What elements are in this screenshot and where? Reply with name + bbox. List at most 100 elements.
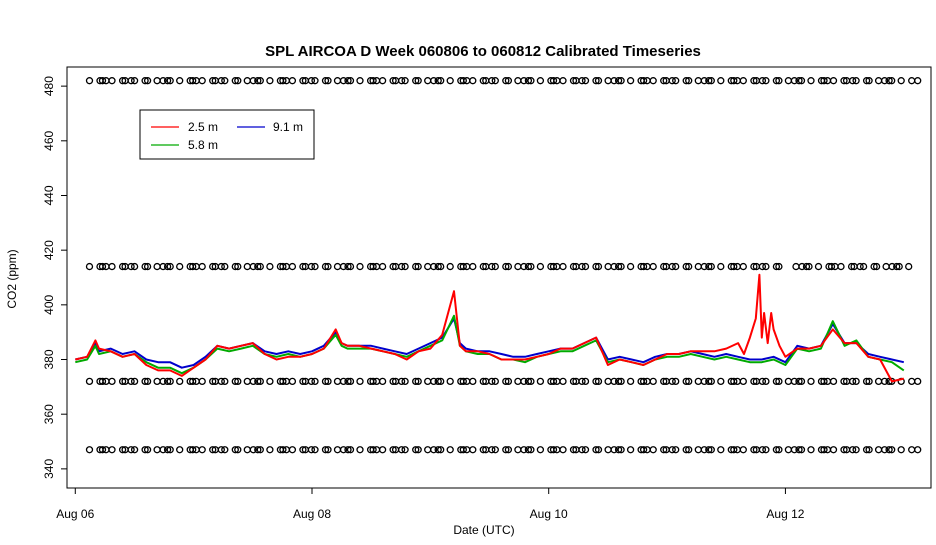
marker-circle — [617, 77, 625, 85]
marker-circle — [717, 446, 725, 454]
marker-circle — [536, 77, 545, 85]
marker-circle — [127, 262, 135, 271]
marker-circle — [614, 262, 623, 271]
marker-circle — [256, 262, 264, 271]
marker-circle — [356, 446, 364, 454]
marker-circle — [414, 77, 422, 85]
marker-circle — [159, 262, 167, 271]
marker-circle — [762, 77, 770, 85]
marker-circle — [848, 77, 857, 85]
marker-circle — [820, 377, 828, 386]
marker-circle — [685, 377, 693, 386]
marker-circle — [626, 262, 635, 271]
marker-circle — [610, 77, 618, 85]
marker-circle — [434, 77, 442, 85]
marker-circle — [209, 262, 217, 271]
marker-circle — [790, 377, 799, 386]
marker-circle — [389, 262, 397, 271]
marker-circle — [333, 77, 342, 85]
marker-circle — [118, 377, 127, 386]
marker-circle — [389, 377, 397, 386]
marker-circle — [459, 262, 467, 271]
marker-circle — [872, 262, 881, 271]
legend: 2.5 m 9.1 m 5.8 m — [139, 109, 315, 160]
marker-circle — [581, 262, 590, 271]
marker-circle — [288, 377, 297, 386]
marker-circle — [159, 377, 167, 386]
marker-circle — [604, 77, 612, 85]
marker-circle — [299, 262, 307, 271]
marker-circle — [141, 446, 149, 454]
marker-circle — [660, 377, 668, 386]
marker-circle — [446, 446, 454, 454]
marker-circle — [672, 77, 680, 85]
marker-circle — [685, 446, 693, 454]
marker-circle — [885, 77, 893, 85]
marker-circle — [829, 446, 838, 454]
marker-circle — [682, 262, 690, 271]
marker-circle — [346, 77, 355, 85]
marker-circle — [108, 77, 116, 85]
marker-circle — [905, 262, 913, 271]
marker-circle — [412, 77, 420, 85]
marker-circle — [412, 446, 420, 454]
marker-circle — [840, 377, 848, 386]
marker-circle — [118, 77, 127, 85]
y-axis-label: CO2 (ppm) — [5, 249, 19, 308]
marker-circle — [424, 446, 432, 454]
marker-circle — [249, 77, 257, 85]
marker-circle — [98, 262, 107, 271]
marker-circle — [279, 377, 287, 386]
marker-circle — [852, 377, 860, 386]
marker-circle — [649, 377, 657, 386]
marker-circle — [176, 77, 184, 85]
marker-circle — [700, 77, 708, 85]
marker-circle — [469, 446, 477, 454]
marker-circle — [217, 77, 225, 85]
marker-circle — [166, 446, 174, 454]
marker-circle — [504, 446, 513, 454]
marker-circle — [324, 77, 332, 85]
marker-circle — [488, 77, 496, 85]
marker-circle — [705, 446, 713, 454]
marker-circle — [758, 262, 767, 271]
marker-circle — [176, 262, 184, 271]
y-tick-label: 440 — [42, 185, 56, 205]
marker-circle — [682, 446, 690, 454]
marker-circle — [85, 446, 94, 454]
marker-circle — [459, 446, 467, 454]
marker-circle — [414, 377, 422, 386]
marker-circle — [559, 262, 567, 271]
marker-circle — [668, 377, 676, 386]
marker-circle — [840, 77, 848, 85]
marker-circle — [209, 446, 217, 454]
marker-circle — [672, 377, 680, 386]
marker-circle — [231, 446, 239, 454]
marker-circle — [479, 262, 487, 271]
marker-circle — [307, 262, 316, 271]
marker-circle — [797, 77, 806, 85]
marker-circle — [649, 446, 657, 454]
marker-circle — [479, 446, 487, 454]
marker-circle — [311, 262, 319, 271]
marker-circle — [820, 446, 828, 454]
marker-circle — [914, 446, 922, 454]
marker-circle — [795, 377, 803, 386]
marker-circle — [401, 377, 409, 386]
y-tick-label: 380 — [42, 349, 56, 369]
marker-circle — [166, 77, 174, 85]
marker-circle — [397, 262, 406, 271]
marker-circle — [829, 77, 838, 85]
marker-circle — [592, 262, 600, 271]
marker-circle — [524, 377, 533, 386]
marker-circle — [549, 446, 558, 454]
marker-circle — [437, 446, 445, 454]
marker-circle — [802, 262, 811, 271]
marker-circle — [700, 377, 708, 386]
marker-circle — [870, 262, 878, 271]
marker-circle — [424, 377, 432, 386]
marker-circle — [378, 77, 387, 85]
marker-circle — [820, 77, 828, 85]
marker-circle — [604, 377, 612, 386]
marker-circle — [660, 262, 668, 271]
